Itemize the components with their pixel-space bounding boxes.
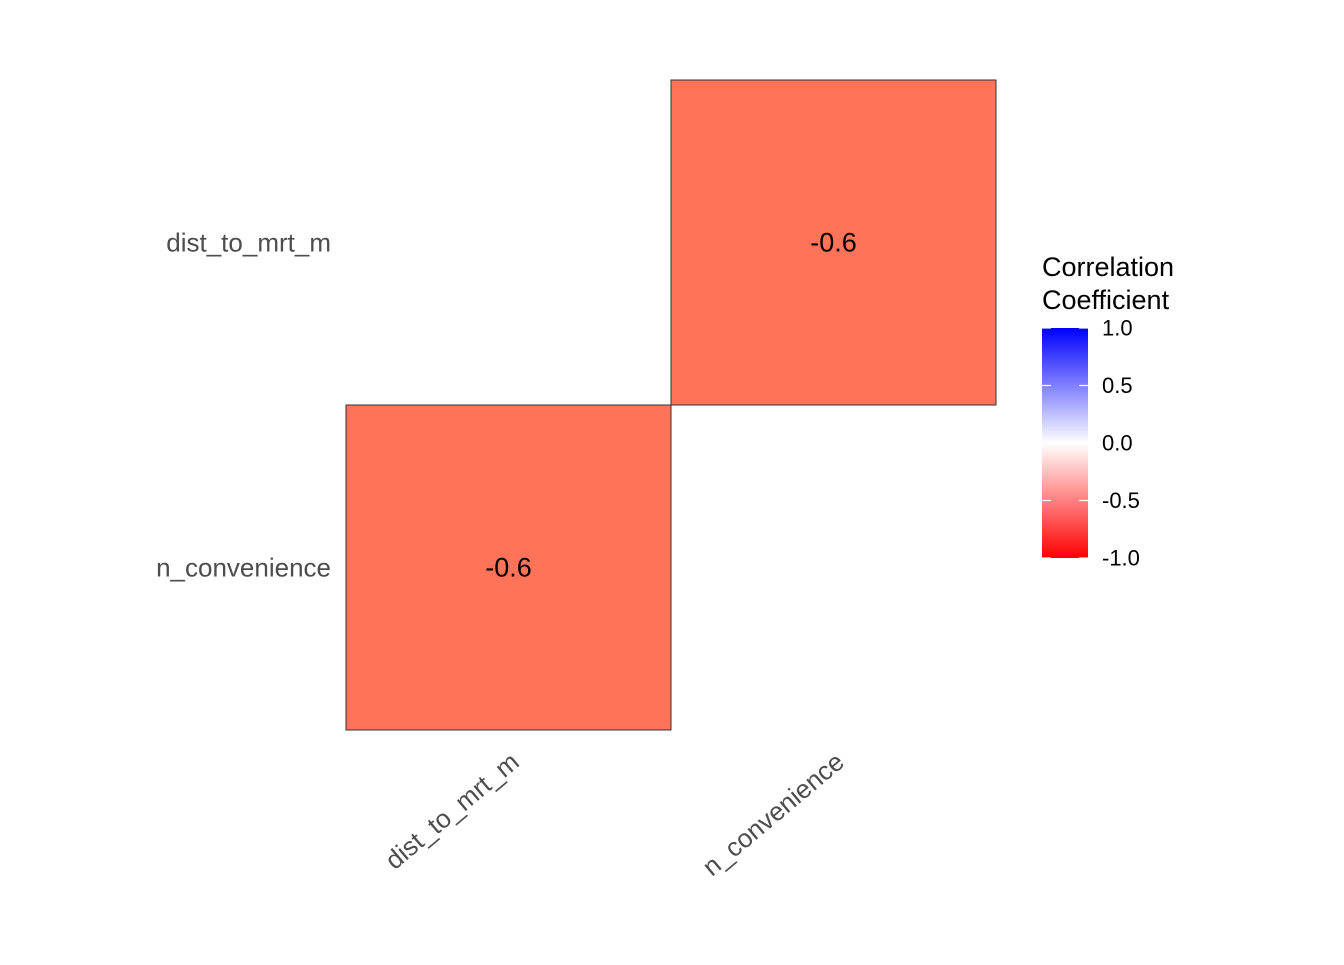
heatmap-cells: -0.6 -0.6 [345, 79, 997, 731]
cell-value-label: -0.6 [485, 553, 532, 583]
y-tick-label: n_convenience [156, 553, 331, 583]
legend-title-line-2: Coefficient [1042, 285, 1170, 315]
legend-ticks: 1.0 0.5 0.0 -0.5 -1.0 [1042, 316, 1140, 571]
legend-tick-label: -1.0 [1102, 546, 1140, 571]
x-tick-label: dist_to_mrt_m [379, 746, 524, 875]
heatmap-cell [670, 79, 997, 406]
x-axis: dist_to_mrt_m n_convenience [379, 746, 849, 881]
legend-tick-label: 1.0 [1102, 316, 1133, 341]
heatmap-cell [345, 404, 672, 731]
x-tick-label: n_convenience [696, 746, 849, 881]
y-axis: dist_to_mrt_m n_convenience [156, 228, 331, 583]
legend-title-line-1: Correlation [1042, 252, 1174, 282]
legend: Correlation Coefficient 1.0 0.5 0.0 -0.5 -1.… [1042, 252, 1174, 571]
legend-tick-label: -0.5 [1102, 488, 1140, 513]
y-tick-label: dist_to_mrt_m [166, 228, 331, 258]
cell-value-label: -0.6 [810, 228, 857, 258]
legend-tick-label: 0.0 [1102, 431, 1133, 456]
legend-tick-label: 0.5 [1102, 373, 1133, 398]
